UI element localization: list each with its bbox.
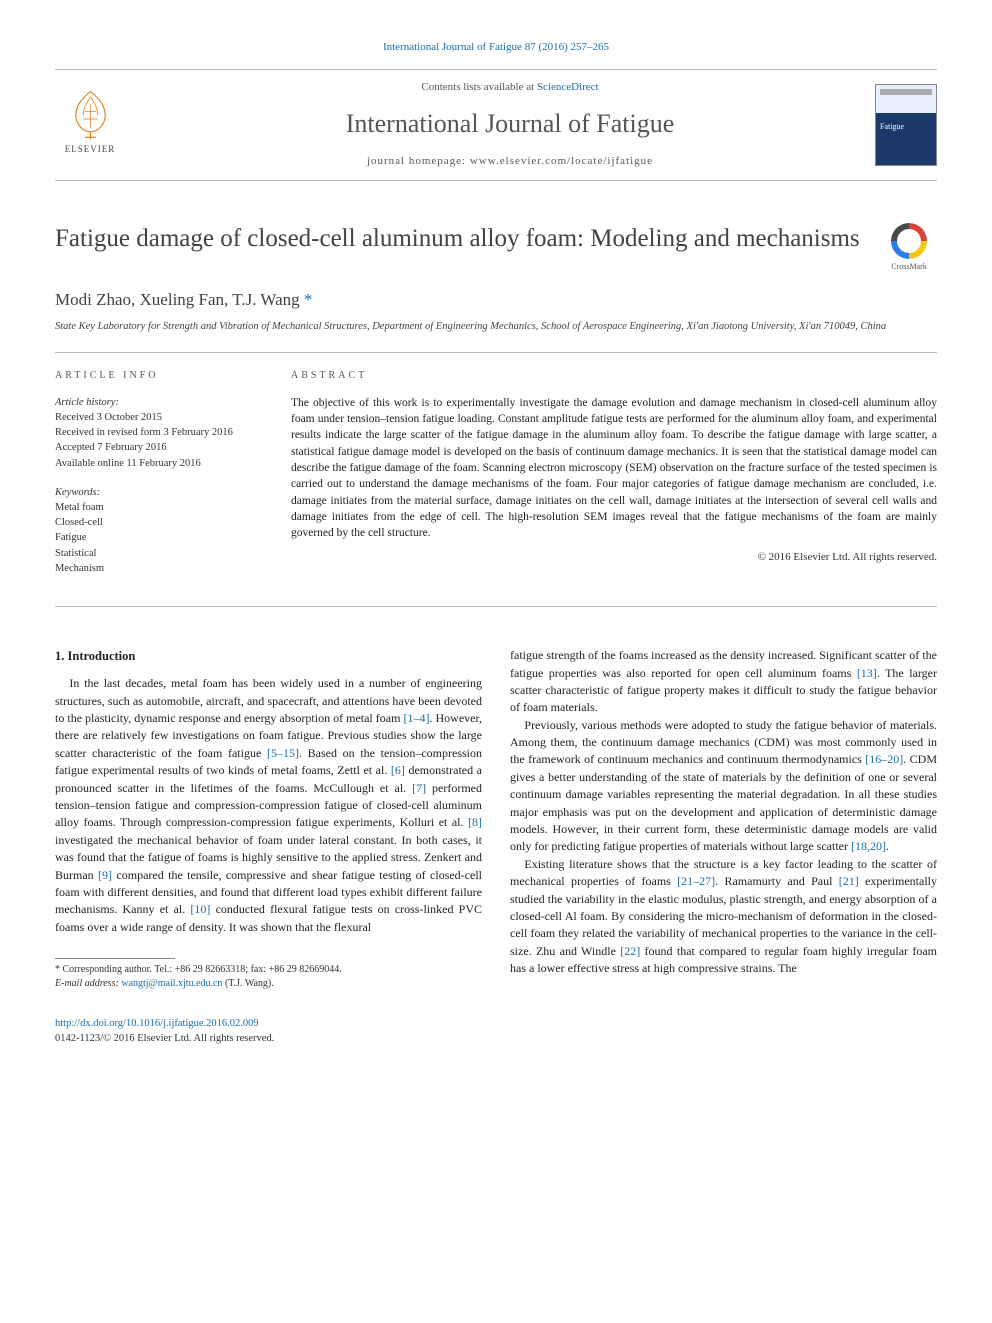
corresponding-mark[interactable]: * xyxy=(300,290,313,309)
journal-cover-thumbnail[interactable] xyxy=(875,84,937,166)
crossmark-badge[interactable]: CrossMark xyxy=(881,223,937,272)
abstract-copyright: © 2016 Elsevier Ltd. All rights reserved… xyxy=(291,550,937,565)
journal-title: International Journal of Fatigue xyxy=(145,106,875,142)
article-history: Article history: Received 3 October 2015… xyxy=(55,395,255,471)
journal-masthead: ELSEVIER Contents lists available at Sci… xyxy=(55,69,937,180)
section-heading: 1. Introduction xyxy=(55,647,482,665)
sciencedirect-link[interactable]: ScienceDirect xyxy=(537,81,599,93)
abstract-heading: abstract xyxy=(291,369,937,383)
elsevier-tree-icon xyxy=(63,86,118,141)
issn-copyright: 0142-1123/© 2016 Elsevier Ltd. All right… xyxy=(55,1032,482,1047)
publisher-logo[interactable]: ELSEVIER xyxy=(55,86,125,164)
body-columns: 1. Introduction In the last decades, met… xyxy=(55,647,937,1046)
right-column: fatigue strength of the foams increased … xyxy=(510,647,937,1046)
crossmark-label: CrossMark xyxy=(881,261,937,272)
crossmark-icon xyxy=(891,223,927,259)
corresponding-footnote: * Corresponding author. Tel.: +86 29 826… xyxy=(55,963,482,991)
keywords-block: Keywords: Metal foam Closed-cell Fatigue… xyxy=(55,485,255,576)
affiliation: State Key Laboratory for Strength and Vi… xyxy=(55,320,937,334)
doi-block: http://dx.doi.org/10.1016/j.ijfatigue.20… xyxy=(55,1017,482,1046)
article-info-heading: article info xyxy=(55,369,255,383)
citation-link[interactable]: International Journal of Fatigue 87 (201… xyxy=(383,41,609,53)
left-column: 1. Introduction In the last decades, met… xyxy=(55,647,482,1046)
article-title: Fatigue damage of closed-cell aluminum a… xyxy=(55,223,861,254)
homepage-url[interactable]: www.elsevier.com/locate/ijfatigue xyxy=(470,155,653,167)
journal-homepage: journal homepage: www.elsevier.com/locat… xyxy=(145,154,875,169)
article-info-column: article info Article history: Received 3… xyxy=(55,353,273,606)
footnote-rule xyxy=(55,958,175,959)
body-paragraph: Existing literature shows that the struc… xyxy=(510,856,937,978)
contents-available: Contents lists available at ScienceDirec… xyxy=(145,80,875,95)
publisher-name: ELSEVIER xyxy=(65,143,116,156)
body-paragraph: Previously, various methods were adopted… xyxy=(510,717,937,856)
abstract-text: The objective of this work is to experim… xyxy=(291,395,937,542)
abstract-column: abstract The objective of this work is t… xyxy=(273,353,937,606)
body-paragraph: In the last decades, metal foam has been… xyxy=(55,675,482,936)
corresponding-email-link[interactable]: wangtj@mail.xjtu.edu.cn xyxy=(121,978,222,989)
citation-line: International Journal of Fatigue 87 (201… xyxy=(55,40,937,55)
doi-link[interactable]: http://dx.doi.org/10.1016/j.ijfatigue.20… xyxy=(55,1018,259,1029)
author-list: Modi Zhao, Xueling Fan, T.J. Wang * xyxy=(55,288,937,312)
body-paragraph: fatigue strength of the foams increased … xyxy=(510,647,937,717)
